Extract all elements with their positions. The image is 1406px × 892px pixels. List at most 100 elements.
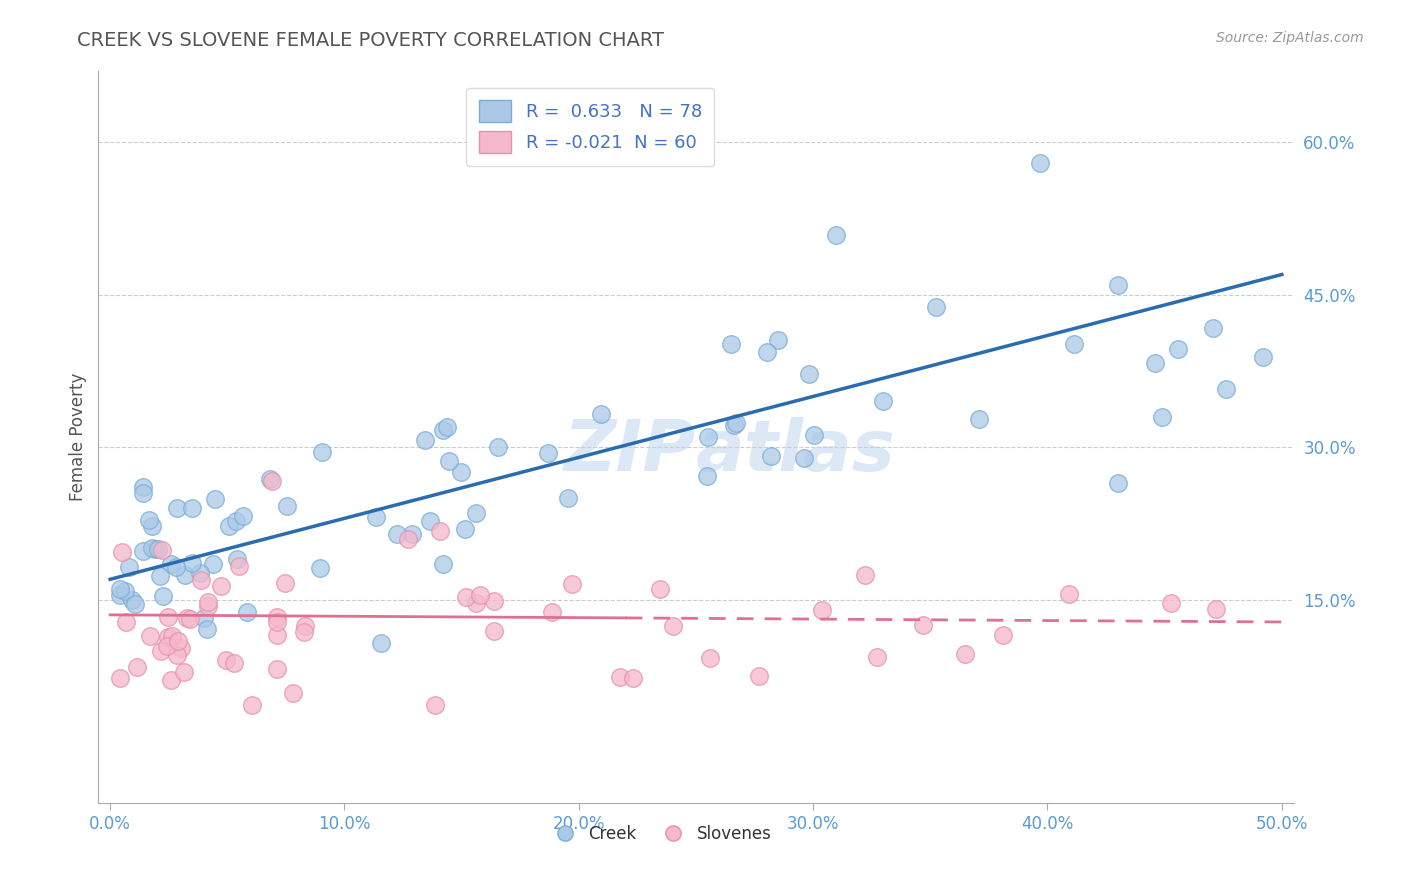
Point <box>125 660 148 674</box>
Point <box>124 598 146 612</box>
Point <box>139 629 162 643</box>
Point <box>967 412 990 426</box>
Point <box>1107 278 1129 293</box>
Point <box>470 588 492 602</box>
Point <box>609 670 631 684</box>
Point <box>387 527 409 541</box>
Point <box>436 420 458 434</box>
Point <box>1205 602 1227 616</box>
Point <box>204 491 226 506</box>
Point <box>768 333 790 347</box>
Point <box>810 602 832 616</box>
Point <box>110 545 132 559</box>
Point <box>165 559 187 574</box>
Point <box>157 630 180 644</box>
Point <box>266 610 288 624</box>
Point <box>108 588 131 602</box>
Point <box>557 491 579 506</box>
Point <box>993 628 1015 642</box>
Point <box>108 671 131 685</box>
Text: Source: ZipAtlas.com: Source: ZipAtlas.com <box>1216 31 1364 45</box>
Point <box>228 559 250 574</box>
Point <box>824 228 846 243</box>
Point <box>370 636 392 650</box>
Point <box>141 541 163 555</box>
Point <box>281 686 304 700</box>
Point <box>401 527 423 541</box>
Point <box>621 671 644 685</box>
Point <box>799 367 821 381</box>
Point <box>465 596 488 610</box>
Point <box>197 599 219 613</box>
Point <box>150 543 173 558</box>
Point <box>114 584 136 599</box>
Point <box>152 590 174 604</box>
Point <box>793 451 815 466</box>
Point <box>803 428 825 442</box>
Point <box>1202 321 1225 335</box>
Point <box>159 558 181 572</box>
Point <box>266 628 288 642</box>
Point <box>232 508 254 523</box>
Point <box>1152 409 1174 424</box>
Point <box>366 510 388 524</box>
Point <box>138 513 160 527</box>
Text: CREEK VS SLOVENE FEMALE POVERTY CORRELATION CHART: CREEK VS SLOVENE FEMALE POVERTY CORRELAT… <box>77 31 664 50</box>
Point <box>141 519 163 533</box>
Point <box>179 611 201 625</box>
Point <box>114 615 136 629</box>
Point <box>720 337 742 351</box>
Point <box>450 465 472 479</box>
Point <box>209 579 232 593</box>
Point <box>1167 342 1189 356</box>
Point <box>166 501 188 516</box>
Point <box>294 619 316 633</box>
Point <box>1063 337 1085 351</box>
Point <box>190 574 212 588</box>
Point <box>853 568 876 582</box>
Point <box>464 506 486 520</box>
Point <box>188 566 211 580</box>
Point <box>423 698 446 713</box>
Point <box>215 652 238 666</box>
Point <box>561 577 583 591</box>
Point <box>537 445 560 459</box>
Point <box>748 669 770 683</box>
Point <box>699 651 721 665</box>
Point <box>170 640 193 655</box>
Point <box>202 557 225 571</box>
Point <box>222 657 245 671</box>
Point <box>149 569 172 583</box>
Point <box>432 423 454 437</box>
Point <box>197 595 219 609</box>
Point <box>143 542 166 557</box>
Point <box>166 648 188 662</box>
Point <box>156 610 179 624</box>
Point <box>156 640 179 654</box>
Point <box>262 474 284 488</box>
Point <box>259 472 281 486</box>
Point <box>108 582 131 596</box>
Point <box>240 698 263 712</box>
Point <box>180 556 202 570</box>
Point <box>755 344 778 359</box>
Point <box>648 582 671 597</box>
Point <box>482 624 505 638</box>
Point <box>131 543 153 558</box>
Point <box>589 407 612 421</box>
Point <box>662 619 685 633</box>
Point <box>1057 587 1080 601</box>
Point <box>149 643 172 657</box>
Point <box>541 605 564 619</box>
Point <box>225 551 247 566</box>
Point <box>1107 475 1129 490</box>
Point <box>1160 596 1182 610</box>
Point <box>723 417 745 432</box>
Point <box>432 558 454 572</box>
Point <box>456 591 478 605</box>
Point <box>953 647 976 661</box>
Point <box>266 662 288 676</box>
Point <box>912 617 935 632</box>
Point <box>696 430 718 444</box>
Point <box>218 518 240 533</box>
